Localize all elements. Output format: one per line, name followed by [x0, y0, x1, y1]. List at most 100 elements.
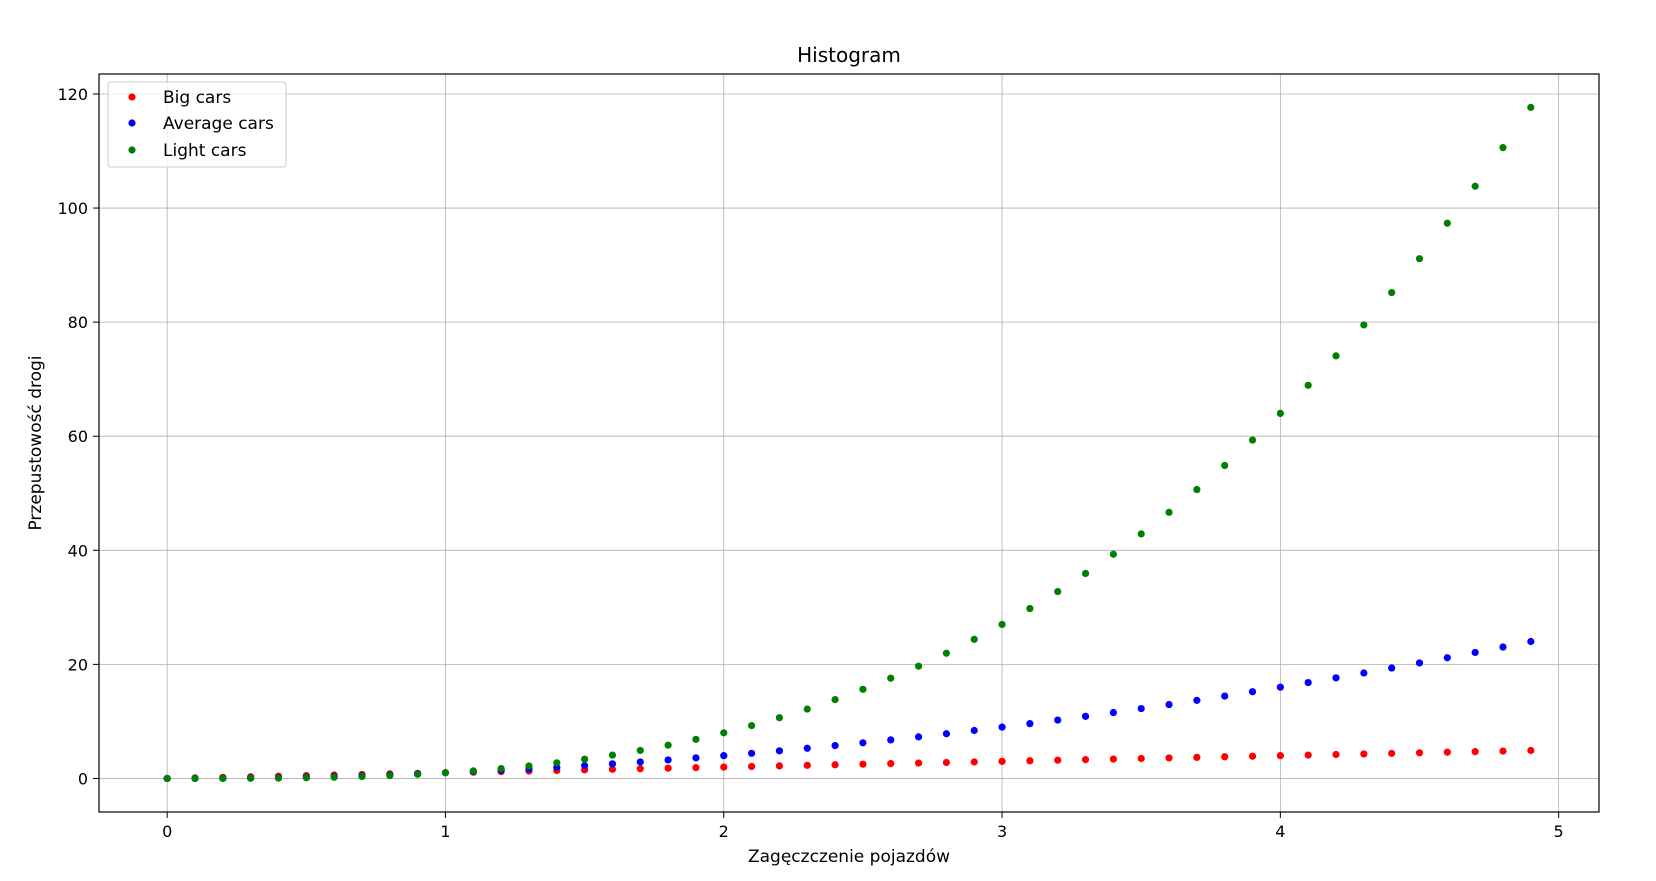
data-point-big-cars	[1360, 750, 1368, 758]
data-point-big-cars	[942, 758, 951, 767]
data-point-light-cars	[330, 773, 338, 781]
data-point-light-cars	[1137, 530, 1145, 538]
data-point-big-cars	[636, 765, 644, 773]
data-point-big-cars	[608, 765, 617, 773]
data-point-light-cars	[803, 705, 811, 713]
data-point-big-cars	[970, 758, 978, 766]
data-point-big-cars	[1081, 756, 1090, 764]
data-point-light-cars	[636, 746, 644, 755]
data-point-average-cars	[1109, 708, 1117, 717]
data-point-light-cars	[469, 767, 477, 775]
chart-title: Histogram	[797, 43, 901, 67]
data-point-big-cars	[1109, 755, 1117, 763]
data-point-big-cars	[692, 764, 700, 772]
data-point-average-cars	[1388, 664, 1396, 672]
data-point-average-cars	[942, 730, 951, 738]
data-point-big-cars	[1304, 751, 1312, 759]
data-point-average-cars	[1304, 678, 1312, 687]
data-point-light-cars	[525, 762, 533, 770]
data-point-average-cars	[1332, 674, 1340, 682]
data-point-light-cars	[358, 772, 366, 781]
data-point-light-cars	[414, 770, 422, 778]
data-point-light-cars	[1471, 182, 1479, 190]
data-point-light-cars	[747, 722, 756, 730]
data-point-light-cars	[1054, 587, 1062, 596]
data-point-average-cars	[914, 733, 923, 741]
data-point-big-cars	[1248, 752, 1257, 760]
data-point-big-cars	[1415, 749, 1424, 757]
data-point-big-cars	[747, 762, 756, 771]
data-point-big-cars	[775, 762, 784, 770]
data-point-big-cars	[1276, 752, 1284, 760]
y-tick-label: 40	[68, 541, 88, 560]
data-point-light-cars	[692, 735, 700, 743]
data-point-light-cars	[1388, 288, 1396, 297]
data-point-big-cars	[998, 757, 1006, 765]
data-point-average-cars	[664, 756, 672, 764]
data-point-average-cars	[1221, 692, 1229, 700]
data-point-light-cars	[887, 674, 895, 682]
data-point-big-cars	[1193, 753, 1201, 761]
data-point-average-cars	[720, 752, 728, 760]
data-point-light-cars	[1109, 550, 1117, 558]
plot-frame	[98, 73, 1600, 813]
data-point-big-cars	[1388, 749, 1396, 757]
data-point-big-cars	[1499, 747, 1507, 755]
data-point-light-cars	[1304, 381, 1312, 389]
data-point-light-cars	[914, 662, 923, 670]
data-point-average-cars	[1360, 669, 1368, 677]
data-point-big-cars	[664, 764, 672, 772]
data-point-light-cars	[942, 649, 951, 657]
data-points	[163, 103, 1535, 783]
data-point-light-cars	[1332, 352, 1340, 360]
series-light-cars	[163, 103, 1535, 783]
data-point-light-cars	[1165, 508, 1173, 516]
data-point-big-cars	[831, 761, 839, 769]
data-point-big-cars	[1137, 754, 1145, 763]
data-point-light-cars	[1193, 485, 1201, 494]
legend: Big cars Average cars Light cars	[107, 81, 287, 168]
data-point-light-cars	[386, 771, 394, 780]
data-point-light-cars	[1499, 144, 1507, 152]
legend-label-light-cars: Light cars	[163, 141, 247, 161]
data-point-average-cars	[1026, 720, 1034, 728]
x-tick-label: 0	[162, 822, 172, 841]
data-point-average-cars	[1415, 659, 1424, 667]
data-point-light-cars	[1415, 255, 1424, 263]
y-tick-label: 100	[57, 199, 88, 218]
x-tick-label: 1	[440, 822, 450, 841]
data-point-average-cars	[692, 754, 700, 762]
x-tick-label: 3	[997, 822, 1007, 841]
data-point-big-cars	[1165, 754, 1173, 762]
data-point-big-cars	[1332, 750, 1340, 759]
data-point-average-cars	[1471, 648, 1479, 657]
data-point-average-cars	[1081, 712, 1090, 720]
data-point-average-cars	[1527, 637, 1535, 646]
data-point-big-cars	[1054, 756, 1062, 764]
data-point-light-cars	[163, 774, 171, 783]
legend-marker-light-cars	[128, 146, 136, 154]
data-point-light-cars	[1443, 219, 1451, 227]
x-tick-label: 2	[719, 822, 729, 841]
y-axis-title: Przepustowość drogi	[26, 355, 46, 530]
data-point-light-cars	[302, 774, 310, 782]
data-point-big-cars	[1527, 746, 1535, 755]
data-point-light-cars	[831, 696, 839, 704]
data-point-light-cars	[720, 729, 728, 737]
data-point-light-cars	[553, 759, 561, 767]
y-tick-label: 60	[68, 427, 88, 446]
x-axis-title: Zagęczczenie pojazdów	[748, 847, 950, 867]
data-point-light-cars	[998, 620, 1006, 629]
data-point-big-cars	[1471, 748, 1479, 756]
data-point-average-cars	[775, 747, 784, 755]
data-point-light-cars	[247, 774, 255, 782]
x-tick-label: 4	[1275, 822, 1285, 841]
data-point-light-cars	[608, 751, 617, 759]
data-point-big-cars	[803, 761, 811, 769]
data-point-light-cars	[859, 685, 867, 693]
data-point-light-cars	[970, 635, 978, 643]
data-point-average-cars	[1054, 716, 1062, 724]
y-tick-label: 80	[68, 313, 88, 332]
data-point-big-cars	[887, 760, 895, 768]
